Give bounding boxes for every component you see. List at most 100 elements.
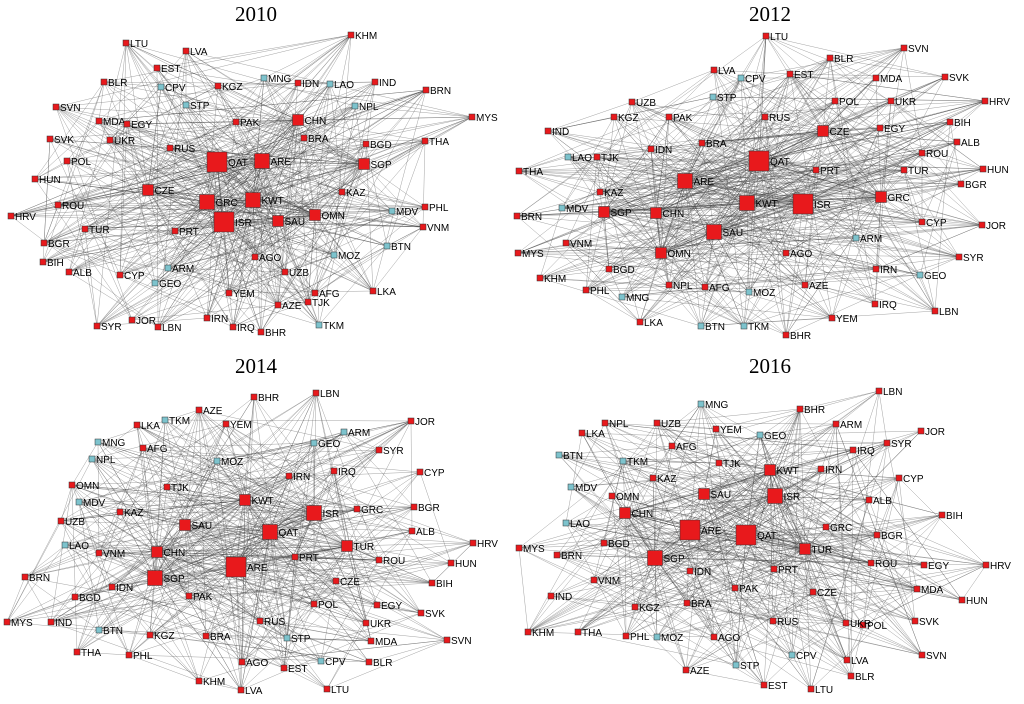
node-label: MDA [375, 637, 398, 648]
node-btn: BTN [555, 451, 583, 462]
node-ukr: UKR [106, 136, 135, 147]
node-marker [574, 628, 582, 636]
node-bra: BRA [202, 632, 231, 643]
node-label: IRQ [879, 300, 897, 311]
node-marker [582, 286, 590, 294]
node-irq: IRQ [330, 467, 356, 478]
node-qat: QAT [206, 151, 248, 173]
node-lka: LKA [636, 318, 663, 329]
node-vnm: VNM [419, 223, 449, 234]
node-sau: SAU [698, 488, 731, 501]
node-label: AZE [203, 406, 223, 417]
node-mys: MYS [3, 618, 33, 629]
node-label: SVN [908, 44, 929, 55]
node-blr: BLR [100, 78, 127, 89]
node-hrv: HRV [982, 561, 1011, 572]
panel-2016: LBN MNG BHR NPL UZB YEM GEO ARM JOR LKA AFG IRQ SYR B… [515, 354, 1011, 696]
node-lbn: LBN [875, 387, 902, 398]
node-npl: NPL [601, 419, 629, 430]
node-label: ISR [814, 200, 831, 211]
node-marker [514, 249, 522, 257]
node-label: VNM [598, 576, 620, 587]
node-label: TUR [812, 545, 833, 556]
node-bgr: BGR [40, 239, 70, 250]
node-marker [593, 153, 601, 161]
node-label: LAO [572, 153, 592, 164]
node-marker [304, 298, 312, 306]
node-aze: AZE [801, 281, 829, 292]
node-marker [73, 648, 81, 656]
node-cpv: CPV [317, 657, 346, 668]
node-label: KWT [756, 199, 778, 210]
node-label: BRA [210, 632, 231, 643]
node-label: MDA [921, 585, 944, 596]
node-label: CZE [155, 186, 175, 197]
node-kgz: KGZ [214, 82, 243, 93]
node-npl: NPL [88, 455, 116, 466]
node-blr: BLR [847, 672, 874, 683]
node-are: ARE [677, 173, 714, 189]
node-pak: PAK [731, 584, 759, 595]
node-cze: CZE [809, 588, 837, 599]
node-marker [340, 428, 348, 436]
node-marker [578, 429, 586, 437]
node-marker [122, 39, 130, 47]
node-rus: RUS [761, 113, 790, 124]
node-label: MNG [705, 400, 729, 411]
node-alb: ALB [865, 496, 892, 507]
node-marker [731, 584, 739, 592]
node-label: AFG [709, 283, 730, 294]
node-tur: TUR [900, 166, 929, 177]
node-lao: LAO [564, 153, 592, 164]
node-marker [822, 523, 830, 531]
node-label: STP [190, 101, 210, 112]
node-label: LTU [130, 39, 148, 50]
node-label: SGP [371, 160, 392, 171]
node-marker [213, 457, 221, 465]
node-label: PAK [739, 584, 759, 595]
node-marker [153, 64, 161, 72]
node-marker [709, 93, 717, 101]
node-label: EGY [928, 561, 949, 572]
node-cpv: CPV [788, 651, 817, 662]
node-label: NPL [673, 281, 693, 292]
node-marker [849, 446, 857, 454]
node-marker [237, 686, 245, 694]
node-omn: OMN [655, 247, 691, 260]
node-svk: SVK [911, 617, 939, 628]
node-marker [3, 618, 11, 626]
node-label: CPV [325, 657, 346, 668]
node-marker [547, 592, 555, 600]
node-label: UZB [636, 98, 656, 109]
node-label: BGD [79, 593, 101, 604]
node-label: SVN [60, 103, 81, 114]
node-marker [807, 685, 815, 693]
node-marker [875, 191, 887, 203]
node-arm: ARM [340, 428, 370, 439]
node-vnm: VNM [95, 549, 125, 560]
node-marker [93, 322, 101, 330]
node-chn: CHN [650, 207, 684, 220]
node-marker [256, 617, 264, 625]
node-bhr: BHR [250, 393, 279, 404]
node-sgp: SGP [647, 550, 685, 566]
node-lva: LVA [843, 656, 869, 667]
node-label: ROU [62, 201, 84, 212]
node-marker [116, 508, 124, 516]
node-label: MOZ [221, 457, 243, 468]
node-marker [225, 556, 247, 578]
node-marker [748, 150, 770, 172]
node-label: RUS [769, 113, 790, 124]
node-marker [310, 439, 318, 447]
node-alb: ALB [953, 138, 980, 149]
node-label: GRC [888, 193, 910, 204]
node-label: RUS [174, 144, 195, 155]
node-marker [544, 127, 552, 135]
node-label: AZE [809, 281, 829, 292]
node-label: NPL [359, 102, 379, 113]
node-marker [732, 661, 740, 669]
node-uzb: UZB [653, 419, 681, 430]
node-marker [515, 167, 523, 175]
node-label: LBN [883, 387, 902, 398]
node-label: CYP [424, 468, 445, 479]
